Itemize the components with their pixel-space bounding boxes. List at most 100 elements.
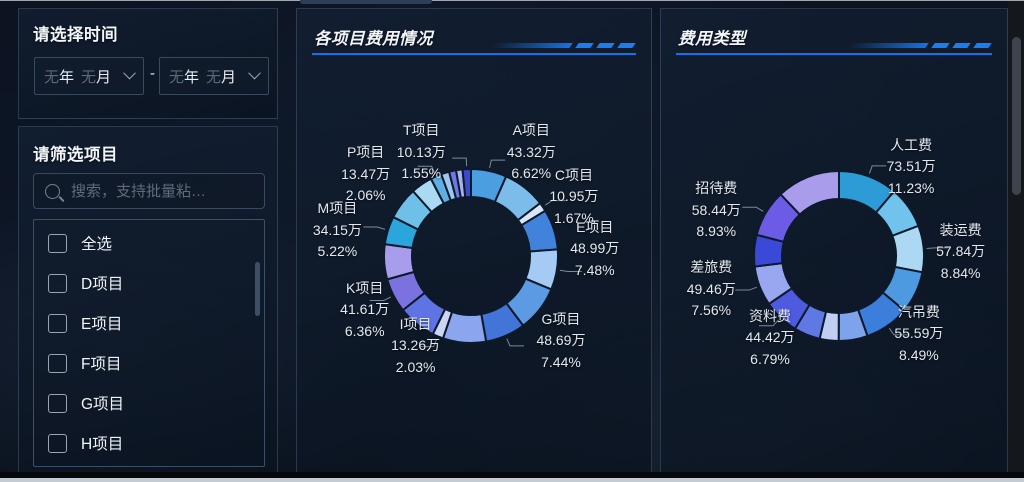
- chart-label-value: 13.26万: [391, 337, 441, 354]
- project-option[interactable]: D项目: [34, 263, 264, 303]
- project-option[interactable]: E项目: [34, 303, 264, 343]
- start-date-select[interactable]: 无年无月: [34, 57, 144, 95]
- scrolled-element-remnant: [300, 0, 432, 4]
- project-option[interactable]: F项目: [34, 343, 264, 383]
- checkbox-icon[interactable]: [48, 273, 67, 293]
- chart-label-value: 41.61万: [340, 301, 390, 318]
- chart-label-pct: 6.62%: [511, 165, 552, 182]
- chart-label: 装运费 57.84万 8.84%: [915, 220, 1007, 285]
- page-scrollbar[interactable]: [1008, 1, 1024, 474]
- label-leader-line: [419, 339, 438, 348]
- list-scrollbar-thumb[interactable]: [255, 262, 260, 316]
- month-placeholder: 无: [206, 68, 222, 86]
- label-leader-line: [369, 296, 392, 302]
- label-leader-line: [545, 200, 566, 206]
- year-unit: 年: [183, 68, 199, 86]
- chart-label-pct: 8.84%: [940, 264, 981, 281]
- end-date-select[interactable]: 无年无月: [159, 57, 269, 95]
- chart-label-value: 58.44万: [691, 201, 741, 218]
- checkbox-icon[interactable]: [48, 353, 67, 373]
- label-leader-line: [506, 338, 524, 347]
- checkbox-icon[interactable]: [48, 233, 67, 253]
- panel-header: 各项目费用情况: [312, 21, 636, 55]
- chart-label: T项目 10.13万 1.55%: [375, 120, 467, 185]
- chart-label: C项目 10.95万 1.67%: [528, 165, 620, 230]
- projects-donut-chart: A项目 43.32万 6.62% C项目 10.95万 1.67% E项目 48.99万 7.4…: [297, 9, 651, 473]
- chart-label: 人工费 73.51万 11.23%: [865, 135, 957, 200]
- panel-title: 请筛选项目: [33, 146, 118, 164]
- chart-label: 资料费 44.42万 6.79%: [724, 306, 816, 371]
- project-option[interactable]: H项目: [34, 423, 264, 463]
- checkbox-icon[interactable]: [48, 433, 67, 453]
- chart-label-pct: 7.56%: [691, 302, 732, 319]
- label-leader-line: [742, 206, 764, 212]
- label-leader-line: [926, 247, 949, 250]
- chart-label-name: C项目: [554, 166, 593, 183]
- label-leader-line: [417, 165, 436, 174]
- donut-segment[interactable]: [461, 167, 472, 199]
- bottom-edge: [0, 472, 1024, 478]
- search-box[interactable]: [33, 173, 265, 209]
- month-unit: 月: [96, 68, 112, 86]
- label-leader-line: [452, 157, 468, 167]
- panel-header: 费用类型: [676, 21, 992, 55]
- chart-label-name: 人工费: [890, 136, 933, 153]
- chart-label-value: 10.95万: [549, 188, 599, 205]
- project-option-list: 全选 D项目 E项目 F项目 G项目 H项目: [33, 219, 265, 467]
- window-top-edge: [0, 0, 1024, 1]
- project-option-select-all[interactable]: 全选: [34, 223, 264, 263]
- year-placeholder: 无: [168, 68, 184, 86]
- chart-label-pct: 6.79%: [750, 350, 790, 367]
- time-filter-panel: 请选择时间 无年无月 - 无年无月: [18, 8, 278, 119]
- chart-label: 招待费 58.44万 8.93%: [670, 178, 762, 243]
- chart-label: 汽吊费 55.59万 8.49%: [873, 302, 965, 367]
- chart-label-pct: 8.49%: [899, 346, 939, 363]
- chart-label-name: P项目: [346, 144, 385, 161]
- chart-label-value: 73.51万: [886, 158, 936, 175]
- project-filter-panel: 请筛选项目 全选 D项目 E项目 F项目 G项: [18, 126, 278, 474]
- chart-label-pct: 11.23%: [887, 179, 935, 196]
- chart-label-name: 招待费: [695, 180, 738, 197]
- chart-label-name: E项目: [576, 218, 614, 235]
- chart-label-name: T项目: [402, 122, 440, 139]
- page-scrollbar-thumb[interactable]: [1012, 37, 1021, 195]
- chart-label: K项目 41.61万 6.36%: [319, 278, 411, 343]
- cost-type-panel: 费用类型 人工费 73.51万 11.23% 装运费 57.84万 8.84% 汽吊费 55.…: [660, 8, 1008, 474]
- chevron-down-icon: [123, 66, 136, 80]
- chart-label-value: 55.59万: [894, 325, 944, 342]
- chart-label: I项目 13.26万 2.03%: [370, 314, 462, 379]
- chart-label-pct: 6.36%: [344, 322, 385, 339]
- chart-label-name: K项目: [346, 279, 384, 296]
- chart-label-value: 49.46万: [686, 280, 736, 297]
- chart-label-value: 48.99万: [570, 240, 620, 256]
- panel-title: 各项目费用情况: [314, 30, 433, 48]
- label-leader-line: [735, 286, 757, 291]
- search-icon: [45, 183, 60, 199]
- chart-label-pct: 1.67%: [554, 209, 594, 226]
- label-leader-line: [868, 165, 887, 174]
- panel-title: 费用类型: [678, 30, 746, 48]
- chart-label: P项目 13.47万 2.06%: [320, 142, 412, 207]
- project-cost-panel: 各项目费用情况 A项目 43.32万 6.62% C项目 10.95万 1.67% E项目 4…: [296, 8, 652, 474]
- panel-title: 请选择时间: [33, 26, 118, 44]
- donut-segment[interactable]: [779, 169, 840, 217]
- range-separator: -: [150, 65, 155, 82]
- chart-label-name: M项目: [317, 200, 358, 216]
- cost-donut-chart: 人工费 73.51万 11.23% 装运费 57.84万 8.84% 汽吊费 55.59万 8.…: [661, 9, 1007, 473]
- chart-label: E项目 48.99万 7.48%: [549, 217, 641, 282]
- chart-label-name: 装运费: [939, 221, 982, 238]
- year-unit: 年: [58, 68, 74, 86]
- chart-label-pct: 5.22%: [317, 243, 358, 259]
- chart-label-value: 13.47万: [341, 165, 391, 182]
- month-unit: 月: [221, 68, 237, 86]
- donut-segment[interactable]: [383, 243, 416, 281]
- label-leader-line: [759, 319, 779, 327]
- chart-label-name: 差旅费: [690, 259, 733, 276]
- chart-label-name: I项目: [399, 315, 432, 332]
- checkbox-icon[interactable]: [48, 393, 67, 413]
- search-input[interactable]: [69, 181, 264, 201]
- project-option[interactable]: G项目: [34, 383, 264, 423]
- checkbox-icon[interactable]: [48, 313, 67, 333]
- chart-label-pct: 1.55%: [401, 165, 442, 182]
- label-leader-line: [363, 226, 386, 230]
